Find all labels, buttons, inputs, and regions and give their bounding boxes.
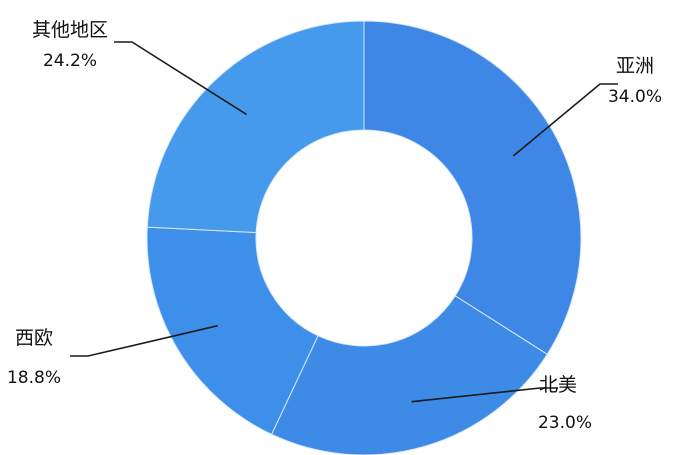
donut-slice-2 xyxy=(146,226,319,436)
donut-slice-1 xyxy=(270,295,548,455)
slice-value-label-2: 18.8% xyxy=(7,368,61,388)
slice-value-label-0: 34.0% xyxy=(608,87,662,107)
leader-line-1 xyxy=(411,387,558,403)
leader-line-2 xyxy=(70,324,218,357)
leader-line-3 xyxy=(114,41,247,116)
donut-slice-3 xyxy=(146,20,365,234)
slice-label-1: 北美 xyxy=(539,374,577,396)
chart-slices xyxy=(146,20,582,455)
donut-slice-0 xyxy=(363,20,582,355)
leader-line-0 xyxy=(512,83,618,157)
slice-label-3: 其他地区 xyxy=(32,19,108,41)
slice-value-label-3: 24.2% xyxy=(43,51,97,71)
slice-label-0: 亚洲 xyxy=(616,55,654,77)
slice-labels: 亚洲 34.0% 北美 23.0% 西欧 18.8% 其他地区 24.2% xyxy=(7,19,662,433)
leader-lines xyxy=(70,41,618,403)
slice-label-2: 西欧 xyxy=(15,327,53,349)
slice-value-label-1: 23.0% xyxy=(538,413,592,433)
